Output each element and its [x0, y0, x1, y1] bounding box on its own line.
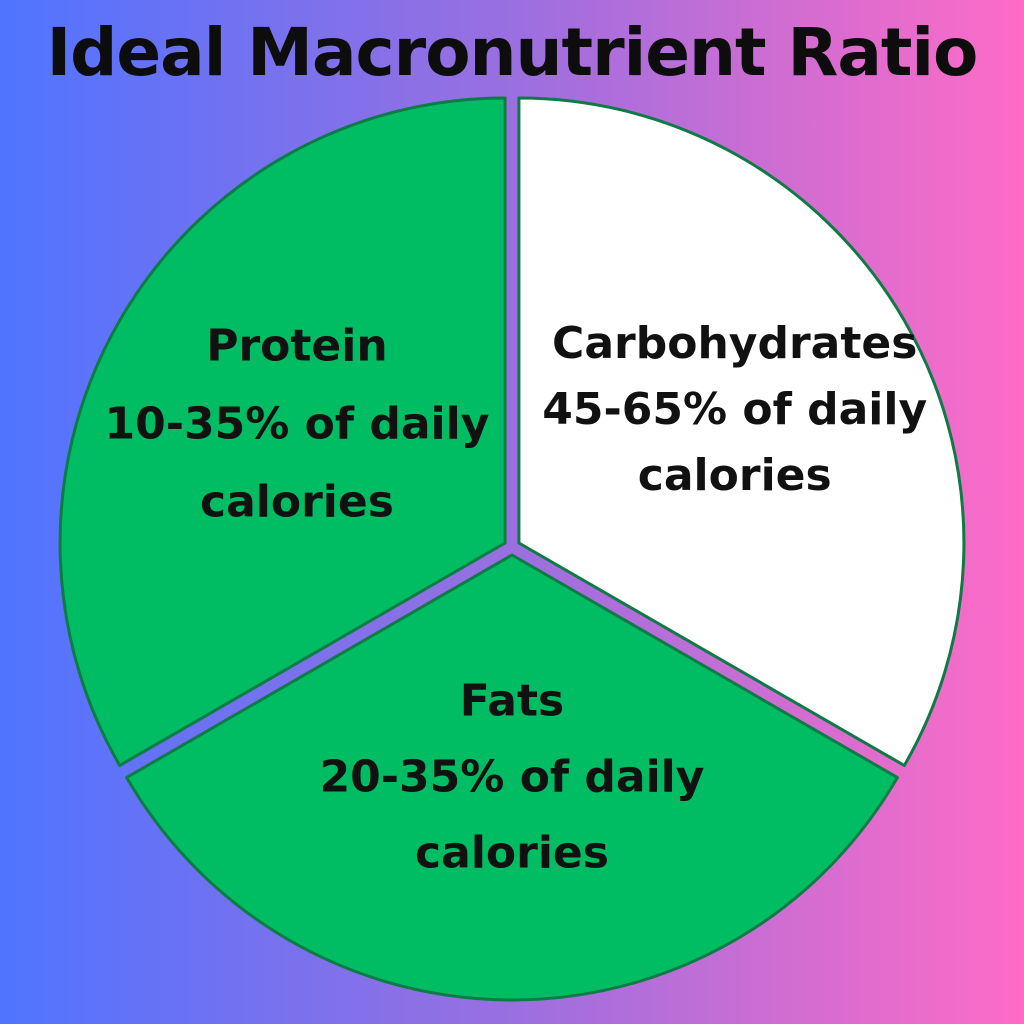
pie-slices — [58, 96, 966, 1002]
chart-title: Ideal Macronutrient Ratio — [46, 14, 979, 91]
pie-slice-carbohydrates — [517, 96, 966, 767]
pie-labels: Carbohydrates 45-65% of daily caloriesFats… — [105, 318, 928, 878]
pie-slice-protein — [58, 96, 507, 767]
slice-label-line: 10-35% of daily — [105, 398, 490, 449]
slice-label-line: Protein — [206, 320, 387, 371]
slice-label-line: Fats — [460, 675, 564, 726]
slice-label-line: 45-65% of daily — [542, 384, 927, 435]
slice-label-carbohydrates: Carbohydrates 45-65% of daily calories — [542, 318, 927, 501]
slice-label-line: calories — [638, 450, 832, 501]
slice-label-line: Carbohydrates — [552, 318, 917, 369]
slice-label-protein: Protein 10-35% of daily calories — [105, 320, 490, 527]
pie-slice-fats — [125, 553, 899, 1002]
slice-label-line: calories — [200, 476, 394, 527]
slice-label-line: calories — [415, 827, 609, 878]
slice-label-fats: Fats 20-35% of daily calories — [320, 675, 705, 878]
slice-label-line: 20-35% of daily — [320, 751, 705, 802]
